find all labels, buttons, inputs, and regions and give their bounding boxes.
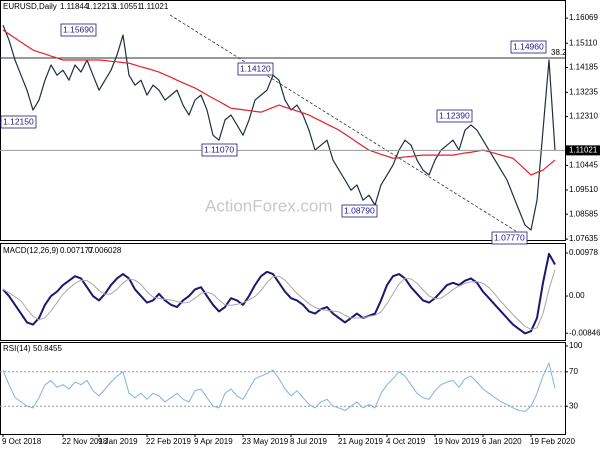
low: 1.10551 bbox=[113, 2, 142, 11]
price-panel bbox=[0, 0, 566, 241]
rsi-title: RSI(14) bbox=[3, 344, 31, 353]
x-tick-label: 21 Aug 2019 bbox=[338, 437, 383, 446]
annotation: 1.12150 bbox=[3, 116, 34, 126]
x-tick-label: 8 Jul 2019 bbox=[290, 437, 327, 446]
series-line bbox=[2, 269, 556, 330]
series-line bbox=[2, 29, 556, 176]
series-line bbox=[2, 252, 556, 335]
annotation-box bbox=[491, 231, 528, 245]
last-price-box bbox=[566, 145, 600, 156]
annotation: 1.12390 bbox=[439, 110, 470, 120]
close: 1.11021 bbox=[140, 2, 169, 11]
watermark: ActionForex.com bbox=[205, 196, 333, 215]
high: 1.12213 bbox=[86, 2, 115, 11]
open: 1.11844 bbox=[60, 2, 89, 11]
trend-line bbox=[169, 14, 528, 239]
macd-panel bbox=[0, 243, 566, 341]
rsi-panel bbox=[0, 342, 566, 435]
annotation-box bbox=[60, 23, 97, 37]
y-tick-label: 1.15110 bbox=[569, 38, 598, 47]
y-tick-label: 100 bbox=[569, 341, 583, 350]
annotation-box bbox=[510, 40, 547, 54]
x-tick-label: 22 Nov 2018 bbox=[62, 437, 108, 446]
y-tick-label: 1.14185 bbox=[569, 63, 598, 72]
series-line bbox=[2, 24, 556, 231]
y-tick-label: 1.09510 bbox=[569, 185, 598, 194]
x-tick-label: 4 Oct 2019 bbox=[386, 437, 426, 446]
y-tick-label: 1.16069 bbox=[569, 13, 598, 22]
y-tick-label: 1.08585 bbox=[569, 209, 598, 218]
x-tick-label: 9 Jan 2019 bbox=[98, 437, 138, 446]
title: EURUSD,Daily bbox=[3, 2, 57, 11]
x-tick-label: 22 Feb 2019 bbox=[146, 437, 191, 446]
annotation-box bbox=[436, 109, 473, 123]
y-tick-label: 1.13235 bbox=[569, 87, 598, 96]
y-tick-label: 1.10445 bbox=[569, 161, 598, 170]
x-tick-label: 19 Feb 2020 bbox=[530, 437, 575, 446]
x-tick-label: 9 Apr 2019 bbox=[194, 437, 233, 446]
y-tick-label: 0.00978 bbox=[569, 248, 598, 257]
y-tick-label: 0.00 bbox=[569, 291, 585, 300]
x-tick-label: 9 Oct 2018 bbox=[2, 437, 42, 446]
series-line bbox=[2, 362, 556, 412]
macd-value: 0.007177 bbox=[60, 246, 94, 255]
rsi-value: 50.8455 bbox=[33, 344, 62, 353]
annotation: 38.2 bbox=[551, 48, 567, 57]
annotation: 1.14120 bbox=[240, 63, 271, 73]
annotation-box bbox=[341, 204, 378, 218]
x-tick-label: 6 Jan 2020 bbox=[482, 437, 522, 446]
annotation: 1.11070 bbox=[204, 144, 234, 154]
last-price-label: 1.11021 bbox=[569, 145, 598, 154]
macd-title: MACD(12,26,9) bbox=[3, 246, 59, 255]
y-tick-label: -0.008464 bbox=[569, 328, 600, 337]
annotation-box bbox=[201, 143, 238, 157]
y-tick-label: 30 bbox=[569, 401, 578, 410]
annotation-box bbox=[0, 115, 37, 129]
annotation: 1.15690 bbox=[63, 24, 94, 34]
annotation-box bbox=[237, 62, 274, 76]
macd-signal-value: 0.006028 bbox=[88, 246, 122, 255]
annotation: 1.08790 bbox=[344, 205, 375, 215]
x-tick-label: 23 May 2019 bbox=[242, 437, 289, 446]
x-tick-label: 19 Nov 2019 bbox=[434, 437, 480, 446]
y-tick-label: 1.12310 bbox=[569, 112, 598, 121]
y-tick-label: 70 bbox=[569, 367, 578, 376]
annotation: 1.07770 bbox=[494, 232, 525, 242]
y-tick-label: 1.07635 bbox=[569, 234, 598, 243]
annotation: 1.14960 bbox=[513, 41, 544, 51]
